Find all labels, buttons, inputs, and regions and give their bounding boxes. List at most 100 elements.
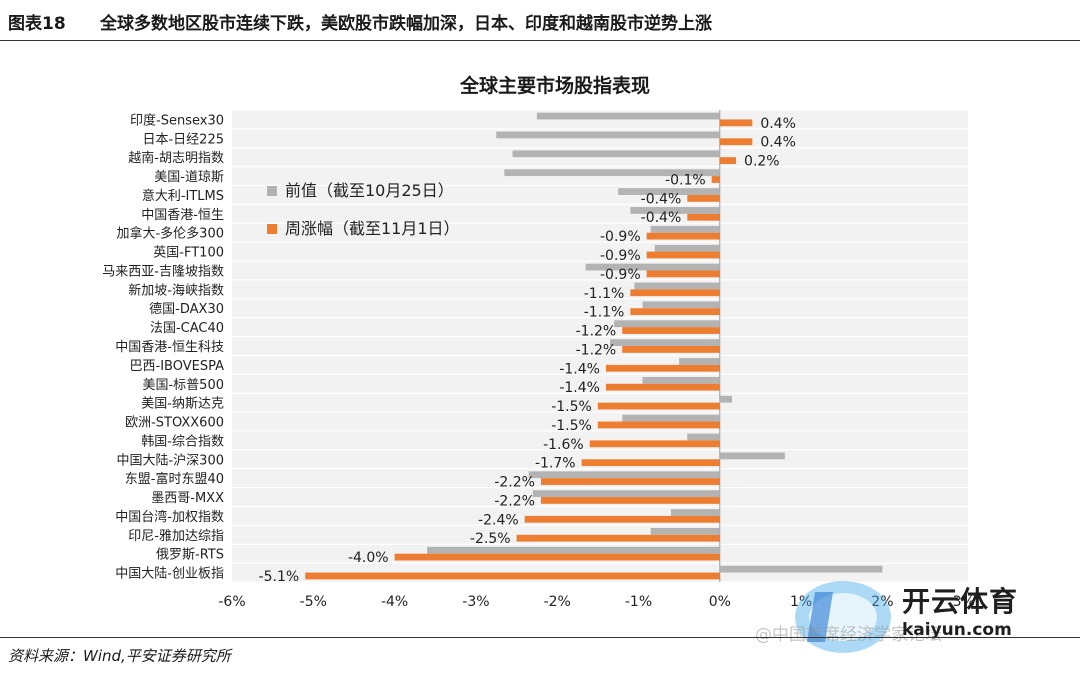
category-label: 欧洲-STOXX600 xyxy=(125,416,224,431)
bar-weekly xyxy=(605,383,720,391)
category-label: 中国台湾-加权指数 xyxy=(115,509,224,525)
bar-previous xyxy=(427,546,720,554)
data-label: -2.2% xyxy=(494,493,535,509)
bar-weekly xyxy=(646,232,720,240)
category-label: 美国-道琼斯 xyxy=(154,170,224,185)
bar-previous xyxy=(512,150,720,158)
data-label: -1.4% xyxy=(559,361,600,377)
x-tick-label: -1% xyxy=(625,594,652,610)
category-label: 韩国-综合指数 xyxy=(141,434,224,449)
category-label: 俄罗斯-RTS xyxy=(156,548,224,563)
legend-label: 前值（截至10月25日） xyxy=(285,181,454,200)
data-label: -4.0% xyxy=(348,550,389,566)
data-label: -0.9% xyxy=(600,248,641,264)
bar-previous xyxy=(618,188,720,195)
bar-previous xyxy=(719,452,785,460)
data-label: -1.2% xyxy=(576,342,617,358)
category-label: 美国-标普500 xyxy=(142,378,224,393)
bar-previous xyxy=(642,376,720,384)
data-label: -1.1% xyxy=(584,305,625,321)
category-label: 墨西哥-MXX xyxy=(151,491,224,506)
bar-weekly xyxy=(719,138,753,146)
category-label: 加拿大-多伦多300 xyxy=(116,226,224,242)
x-tick-label: 3% xyxy=(953,594,975,610)
bar-weekly xyxy=(524,515,720,523)
data-label: 0.4% xyxy=(760,116,796,132)
bar-previous xyxy=(719,395,732,403)
bar-previous xyxy=(642,301,720,309)
bar-previous xyxy=(650,528,720,535)
category-label: 德国-DAX30 xyxy=(149,302,224,317)
bar-previous xyxy=(687,433,720,441)
category-label: 马来西亚-吉隆坡指数 xyxy=(102,264,224,279)
data-label: -1.5% xyxy=(551,399,592,415)
category-label: 印度-Sensex30 xyxy=(130,112,224,128)
bar-previous xyxy=(614,320,720,328)
category-label: 美国-纳斯达克 xyxy=(141,397,224,412)
category-label: 中国大陆-沪深300 xyxy=(116,452,224,468)
bar-previous xyxy=(679,358,720,365)
data-label: -0.9% xyxy=(600,229,641,245)
data-label: -1.1% xyxy=(584,286,625,302)
bar-weekly xyxy=(630,308,720,316)
category-label: 越南-胡志明指数 xyxy=(128,150,224,166)
bar-weekly xyxy=(646,270,720,278)
bar-previous xyxy=(496,131,720,139)
x-tick-label: -4% xyxy=(381,594,408,610)
bar-previous xyxy=(528,471,720,479)
bar-weekly xyxy=(540,478,720,485)
x-tick-label: -6% xyxy=(218,594,245,610)
data-label: -1.7% xyxy=(535,456,576,472)
figure-header: 图表18 全球多数地区股市连续下跌，美欧股市跌幅加深，日本、印度和越南股市逆势上… xyxy=(0,0,1080,41)
data-label: -1.4% xyxy=(559,380,600,396)
bar-weekly xyxy=(605,364,720,372)
bar-previous xyxy=(634,282,720,290)
category-label: 东盟-富时东盟40 xyxy=(125,471,224,487)
bar-previous xyxy=(654,244,720,252)
bar-previous xyxy=(536,112,720,120)
x-tick-label: -2% xyxy=(544,594,571,610)
category-label: 意大利-ITLMS xyxy=(142,188,224,204)
x-tick-label: 2% xyxy=(871,594,893,610)
data-label: -1.6% xyxy=(543,437,584,453)
bar-previous xyxy=(610,339,720,346)
x-tick-label: 0% xyxy=(709,594,731,610)
category-label: 日本-日经225 xyxy=(142,132,224,147)
bar-weekly xyxy=(622,327,720,334)
bar-previous xyxy=(532,490,720,498)
bar-previous xyxy=(671,509,720,516)
category-label: 巴西-IBOVESPA xyxy=(130,359,225,374)
data-label: 0.4% xyxy=(760,135,796,151)
bar-weekly xyxy=(394,553,720,561)
figure-source: 资料来源：Wind,平安证券研究所 xyxy=(8,647,231,665)
data-label: -0.4% xyxy=(641,191,682,207)
figure-title: 全球多数地区股市连续下跌，美欧股市跌幅加深，日本、印度和越南股市逆势上涨 xyxy=(100,14,712,34)
category-label: 法国-CAC40 xyxy=(150,321,224,336)
legend-label: 周涨幅（截至11月1日） xyxy=(285,219,460,238)
bar-weekly xyxy=(305,572,720,580)
data-label: -0.4% xyxy=(641,210,682,226)
data-label: -0.9% xyxy=(600,267,641,283)
bar-weekly xyxy=(589,440,720,448)
bar-previous xyxy=(504,169,720,177)
category-label: 新加坡-海峡指数 xyxy=(128,282,224,298)
bar-weekly xyxy=(622,346,720,353)
bar-weekly xyxy=(711,176,720,183)
bar-weekly xyxy=(581,459,720,467)
bar-previous xyxy=(719,565,883,573)
category-label: 英国-FT100 xyxy=(153,246,224,261)
data-label: -2.4% xyxy=(478,512,519,528)
category-label: 印尼-雅加达综指 xyxy=(128,529,224,544)
data-label: -2.2% xyxy=(494,475,535,491)
chart-title: 全球主要市场股指表现 xyxy=(459,74,650,97)
data-label: -1.2% xyxy=(576,324,617,340)
bar-weekly xyxy=(516,534,720,542)
legend-swatch xyxy=(267,224,277,234)
legend-swatch xyxy=(267,186,277,196)
category-label: 中国大陆-创业板指 xyxy=(115,566,224,582)
bar-weekly xyxy=(719,157,737,164)
x-tick-label: -5% xyxy=(300,594,327,610)
bar-weekly xyxy=(646,251,720,259)
data-label: 0.2% xyxy=(744,154,780,170)
bar-weekly xyxy=(687,194,720,202)
